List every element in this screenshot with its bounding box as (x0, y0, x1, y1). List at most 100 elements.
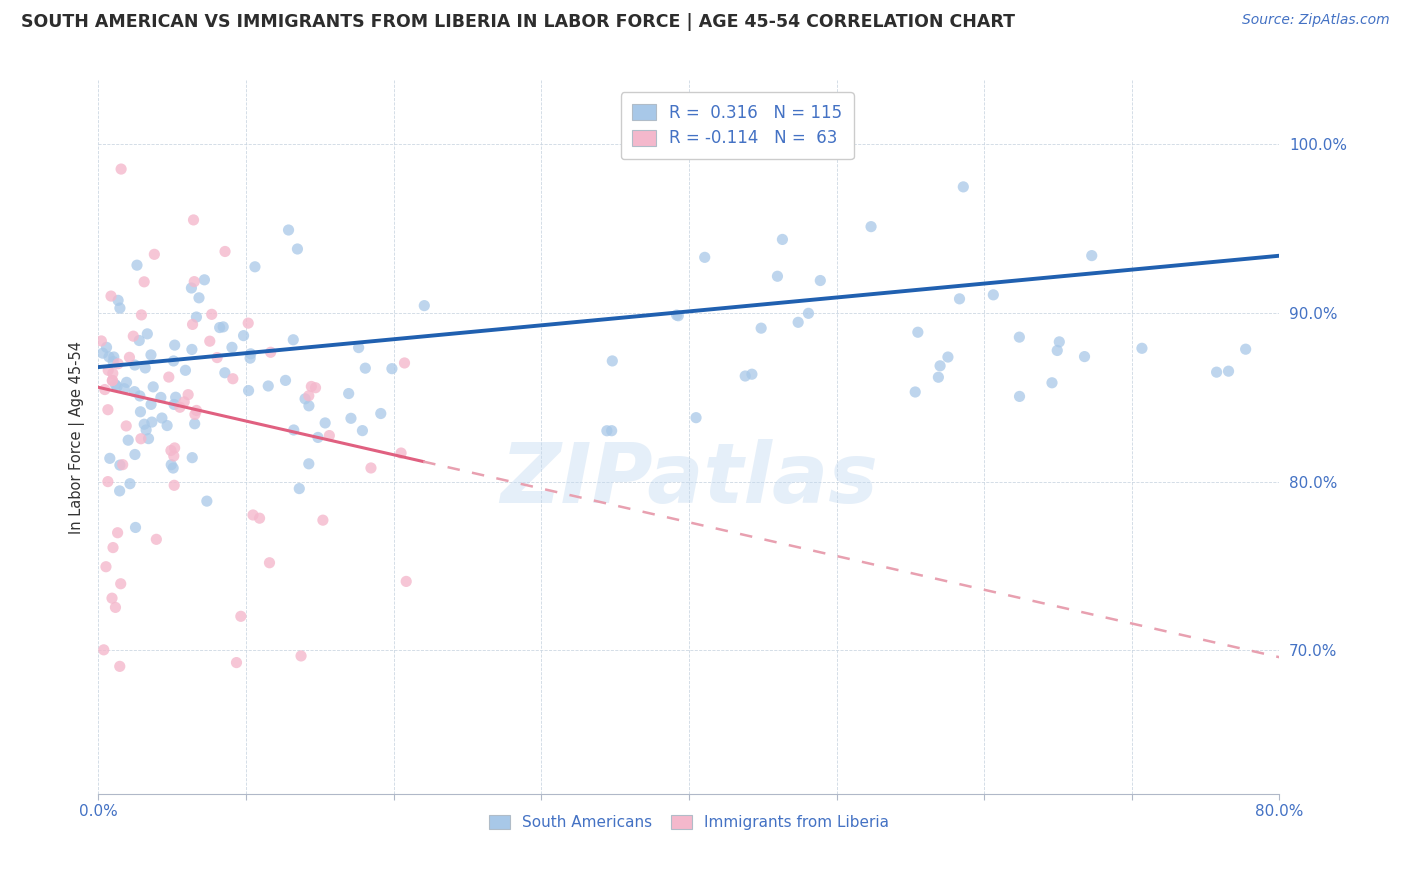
Point (283, 333, 305, 347)
Point (685, 410, 707, 425)
Point (145, 533, 167, 547)
Point (149, 391, 172, 405)
Point (162, 354, 184, 368)
Point (124, 448, 146, 462)
Point (163, 478, 186, 492)
Point (101, 374, 124, 388)
Point (232, 328, 254, 343)
Point (288, 482, 311, 496)
Text: Source: ZipAtlas.com: Source: ZipAtlas.com (1241, 13, 1389, 28)
Point (312, 513, 335, 527)
Point (212, 319, 235, 334)
Point (195, 494, 218, 508)
Point (413, 299, 436, 313)
Point (143, 247, 166, 261)
Point (907, 325, 929, 339)
Point (129, 405, 152, 419)
Point (186, 310, 208, 324)
Point (110, 576, 132, 591)
Point (229, 609, 252, 624)
Point (734, 369, 756, 384)
Point (138, 432, 160, 446)
Point (183, 213, 205, 227)
Point (1234, 342, 1257, 356)
Point (134, 360, 156, 375)
Point (749, 321, 772, 335)
Point (205, 351, 228, 365)
Point (163, 449, 186, 463)
Point (105, 379, 128, 393)
Point (181, 318, 204, 332)
Point (214, 366, 236, 380)
Point (1008, 330, 1031, 344)
Point (1218, 364, 1240, 378)
Point (307, 430, 329, 444)
Point (600, 354, 623, 368)
Y-axis label: In Labor Force | Age 45-54: In Labor Force | Age 45-54 (69, 341, 84, 533)
Point (337, 386, 360, 401)
Point (180, 281, 202, 295)
Point (298, 457, 321, 471)
Point (142, 380, 165, 394)
Point (157, 370, 180, 384)
Point (163, 397, 186, 411)
Point (169, 401, 191, 415)
Point (150, 411, 173, 425)
Point (693, 251, 716, 265)
Point (981, 288, 1004, 302)
Point (101, 374, 124, 388)
Point (283, 423, 305, 437)
Point (277, 223, 299, 237)
Point (287, 242, 309, 256)
Point (135, 423, 157, 437)
Point (124, 384, 146, 399)
Point (177, 387, 200, 401)
Point (222, 372, 245, 386)
Point (239, 351, 262, 366)
Point (141, 415, 163, 429)
Point (188, 291, 211, 305)
Point (1008, 389, 1031, 403)
Point (314, 416, 336, 430)
Point (94, 559, 117, 574)
Point (174, 363, 197, 377)
Point (118, 351, 141, 365)
Point (108, 483, 131, 498)
Point (108, 659, 131, 673)
Point (173, 394, 195, 409)
Point (101, 541, 124, 555)
Point (770, 232, 793, 246)
Point (128, 389, 150, 403)
Point (394, 356, 416, 370)
Point (115, 376, 138, 390)
Point (340, 411, 363, 425)
Point (381, 361, 404, 376)
Point (214, 244, 236, 259)
Point (136, 326, 159, 341)
Point (165, 390, 187, 404)
Point (238, 316, 260, 330)
Point (100, 289, 122, 303)
Point (936, 350, 959, 364)
Point (290, 648, 312, 663)
Point (259, 345, 281, 359)
Point (160, 458, 183, 472)
Point (352, 424, 374, 438)
Point (1073, 350, 1095, 364)
Point (1040, 376, 1063, 390)
Point (93, 643, 115, 657)
Point (96, 340, 118, 354)
Point (304, 381, 326, 395)
Point (665, 308, 688, 322)
Point (131, 308, 153, 322)
Point (1047, 334, 1070, 349)
Point (208, 320, 231, 334)
Point (741, 368, 763, 382)
Point (160, 443, 183, 458)
Point (1205, 365, 1227, 379)
Point (294, 392, 316, 406)
Point (184, 408, 207, 422)
Point (797, 306, 820, 320)
Point (101, 591, 124, 606)
Point (787, 315, 810, 329)
